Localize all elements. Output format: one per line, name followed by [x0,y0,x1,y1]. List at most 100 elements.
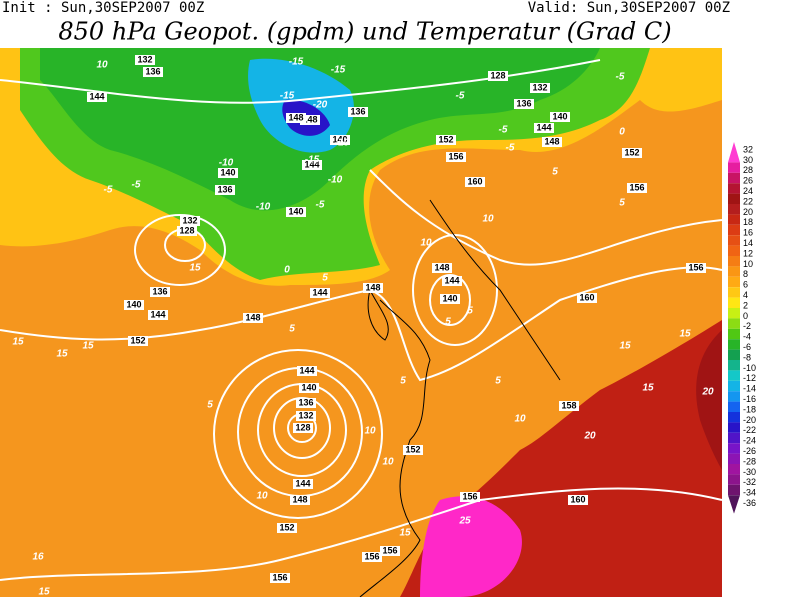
geopotential-label: 148 [302,114,317,124]
geopotential-label: 156 [382,545,397,555]
contour [213,349,383,519]
coastlines [359,199,561,598]
geopotential-label: 132 [137,54,152,64]
geopotential-label: 156 [629,182,644,192]
colorbar-label: -36 [743,498,756,508]
geopotential-label: 148 [434,262,449,272]
colorbar-swatch [728,453,740,464]
temperature-label: -10 [219,158,234,169]
label-box [403,445,423,455]
geopotential-label: 160 [570,494,585,504]
geopotential-label: 152 [438,134,453,144]
temperature-label: 15 [619,341,631,352]
label-box [286,207,306,217]
temperature-label: 15 [12,337,24,348]
contour [0,487,723,581]
temperature-label: 10 [482,214,494,225]
temperature-label: 15 [399,528,411,539]
colorbar-label: -8 [743,352,751,362]
geopotential-label: 140 [126,299,141,309]
colorbar-label: 26 [743,176,753,186]
geopotential-label: 156 [364,551,379,561]
label-box [622,148,642,158]
label-box [446,152,466,162]
colorbar-swatch [728,172,740,184]
contour [429,274,471,326]
label-box [559,401,579,411]
colorbar-swatch [728,266,740,277]
geopotential-label: 148 [292,494,307,504]
label-box [297,366,317,376]
geopotential-label: 140 [301,382,316,392]
colorbar-label: 30 [743,155,753,165]
label-box [488,71,508,81]
temperature-label: 10 [256,491,268,502]
title: 850 hPa Geopot. (gpdm) und Temperatur (G… [58,18,671,46]
colorbar-swatch [728,224,740,236]
geopotential-label: 156 [462,491,477,501]
temperature-label: -15 [331,65,346,76]
label-box [465,177,485,187]
temperature-label: -10 [256,202,271,213]
colorbar-label: 18 [743,217,753,227]
temperature-label: 15 [642,383,654,394]
geopotential-label: 140 [288,206,303,216]
label-box [363,283,383,293]
geopotential-label: 132 [298,410,313,420]
label-box [218,168,238,178]
colorbar-swatch [728,235,740,246]
colorbar-swatch [728,183,740,194]
label-box [286,113,306,123]
colorbar-swatch [728,422,740,433]
colorbar-swatch [728,412,740,423]
temperature-label: 15 [38,587,50,597]
colorbar-label: -24 [743,436,756,446]
label-box [143,67,163,77]
geopotential-label: 140 [220,167,235,177]
temperature-label: 16 [32,552,44,563]
geopotential-label: 152 [279,522,294,532]
colorbar-label: 28 [743,165,753,175]
label-box [124,300,144,310]
coastline [429,199,561,381]
contour [369,169,723,266]
label-box [277,523,297,533]
geopotential-label: 144 [312,287,327,297]
geopotential-label: 144 [150,309,165,319]
colorbar-label: -34 [743,488,756,498]
colorbar-label: -22 [743,425,756,435]
geopotential-label: 144 [299,365,314,375]
colorbar-swatch [728,380,740,392]
label-box [296,411,316,421]
coastline [359,299,431,598]
colorbar-swatch [728,276,740,288]
colorbar-arrow [728,495,740,514]
temperature-label: -10 [335,138,350,149]
temperature-label: 5 [400,376,406,387]
temperature-label: 5 [207,400,213,411]
colorbar-swatch [728,318,740,329]
geopotential-label: 144 [89,91,104,101]
coastline [367,289,389,341]
colorbar-label: -4 [743,332,751,342]
geopotential-label: 128 [179,225,194,235]
label-box [150,287,170,297]
colorbar-label: 16 [743,228,753,238]
map-field [0,48,722,597]
label-box [432,263,452,273]
temperature-label: 15 [679,329,691,340]
colorbar-label: 4 [743,290,748,300]
temperature-label: 5 [322,273,328,284]
colorbar-label: 8 [743,269,748,279]
label-box [128,336,148,346]
temperature-label: 5 [289,324,295,335]
colorbar-swatch [728,162,740,173]
label-box [296,398,316,408]
geopotential-label: 136 [350,106,365,116]
colorbar-swatch [728,360,740,371]
colorbar-swatch [728,245,740,256]
geopotential-label: 136 [145,66,160,76]
temperature-label: 10 [96,60,108,71]
geopotential-label: 128 [295,422,310,432]
colorbar-arrow [728,142,740,163]
